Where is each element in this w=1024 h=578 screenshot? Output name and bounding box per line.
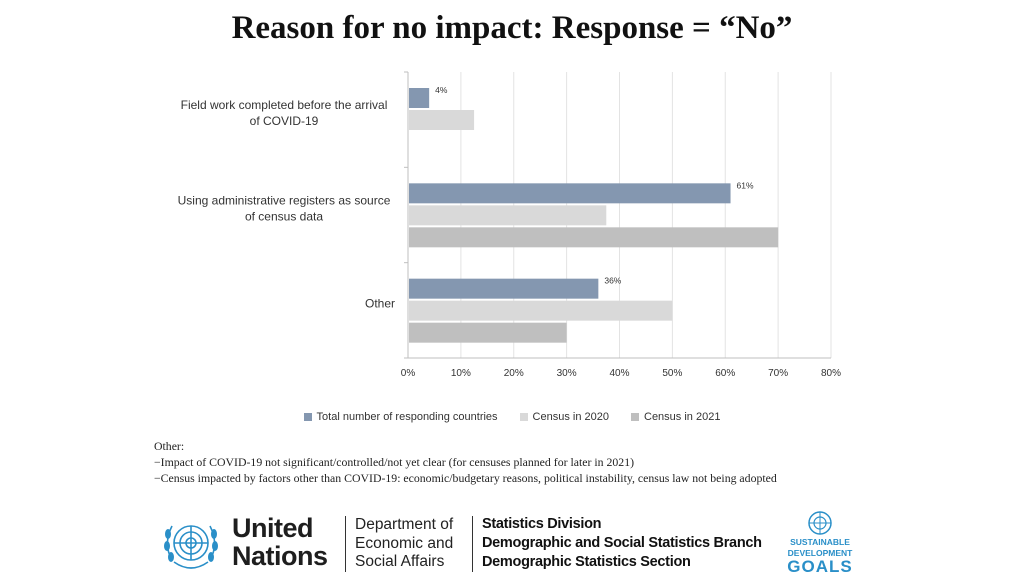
category-label-line: of COVID-19 <box>250 114 319 128</box>
divider <box>472 516 473 572</box>
data-label: 4% <box>435 85 448 95</box>
statistics-division-block: Statistics Division Demographic and Soci… <box>482 515 762 572</box>
sdg-text: SUSTAINABLE <box>790 537 850 547</box>
un-wordmark-line: Nations <box>232 541 328 571</box>
bar-1 <box>409 110 475 130</box>
x-tick-label: 30% <box>557 368 577 379</box>
stats-line: Statistics Division <box>482 516 602 532</box>
x-tick-label: 40% <box>609 368 629 379</box>
x-tick-label: 60% <box>715 368 735 379</box>
stats-line: Demographic Statistics Section <box>482 554 691 570</box>
bar-1 <box>409 205 607 226</box>
legend: Total number of responding countries Cen… <box>0 411 1024 423</box>
category-label: Field work completed before the arrival o… <box>181 98 388 128</box>
chart-title: Reason for no impact: Response = “No” <box>231 10 793 46</box>
bar-chart: 0% 10% 20% 30% 40% 50% 60% 70% 80% 4% Field work c… <box>178 71 841 379</box>
sdg-goals-text: GOALS <box>787 557 853 576</box>
bar-0 <box>409 278 599 299</box>
data-label: 61% <box>737 180 754 190</box>
legend-item-2021: Census in 2021 <box>631 411 720 423</box>
stats-line: Demographic and Social Statistics Branch <box>482 535 762 551</box>
x-tick-label: 0% <box>401 368 416 379</box>
legend-label-2020: Census in 2020 <box>532 411 609 423</box>
legend-label-2021: Census in 2021 <box>644 411 721 423</box>
bar-2 <box>409 322 567 343</box>
footnote-line: −Census impacted by factors other than C… <box>154 471 777 485</box>
bar-2 <box>409 227 779 248</box>
legend-label-total: Total number of responding countries <box>316 411 498 423</box>
sdg-emblem-icon <box>808 511 832 535</box>
sdg-logo: SUSTAINABLE DEVELOPMENT GOALS <box>784 510 856 576</box>
x-tick-label: 70% <box>768 368 788 379</box>
un-wordmark: United Nations <box>232 514 328 570</box>
bar-0 <box>409 183 731 204</box>
bar-1 <box>409 300 673 321</box>
x-tick-label: 20% <box>504 368 524 379</box>
category-label-line: Using administrative registers as source <box>178 193 391 207</box>
desa-wordmark: Department of Economic and Social Affair… <box>355 516 453 572</box>
x-tick-label: 10% <box>451 368 471 379</box>
footnote: Other: −Impact of COVID-19 not significa… <box>154 438 777 486</box>
x-tick-label: 80% <box>821 368 841 379</box>
sdg-text: DEVELOPMENT <box>787 548 853 558</box>
desa-line: Department of <box>355 516 454 533</box>
footer: United Nations Department of Economic an… <box>0 500 1024 576</box>
legend-swatch-2020 <box>519 413 528 421</box>
category-label-line: of census data <box>245 209 323 223</box>
un-emblem-icon <box>164 525 218 569</box>
divider <box>345 516 346 572</box>
bar-0 <box>409 88 430 108</box>
category-label-line: Other <box>365 297 395 311</box>
desa-line: Social Affairs <box>355 553 445 570</box>
legend-item-total: Total number of responding countries <box>303 411 498 423</box>
legend-item-2020: Census in 2020 <box>519 411 609 423</box>
legend-swatch-total <box>303 413 312 421</box>
desa-line: Economic and <box>355 534 454 552</box>
footnote-heading: Other: <box>154 439 185 453</box>
category-label: Using administrative registers as source… <box>178 193 391 223</box>
un-wordmark-line: United <box>232 513 313 543</box>
category-label: Other <box>365 297 395 311</box>
footnote-line: −Impact of COVID-19 not significant/cont… <box>154 455 635 469</box>
data-label: 36% <box>604 276 621 286</box>
x-tick-label: 50% <box>662 368 682 379</box>
category-label-line: Field work completed before the arrival <box>181 98 388 112</box>
legend-swatch-2021 <box>631 413 639 421</box>
